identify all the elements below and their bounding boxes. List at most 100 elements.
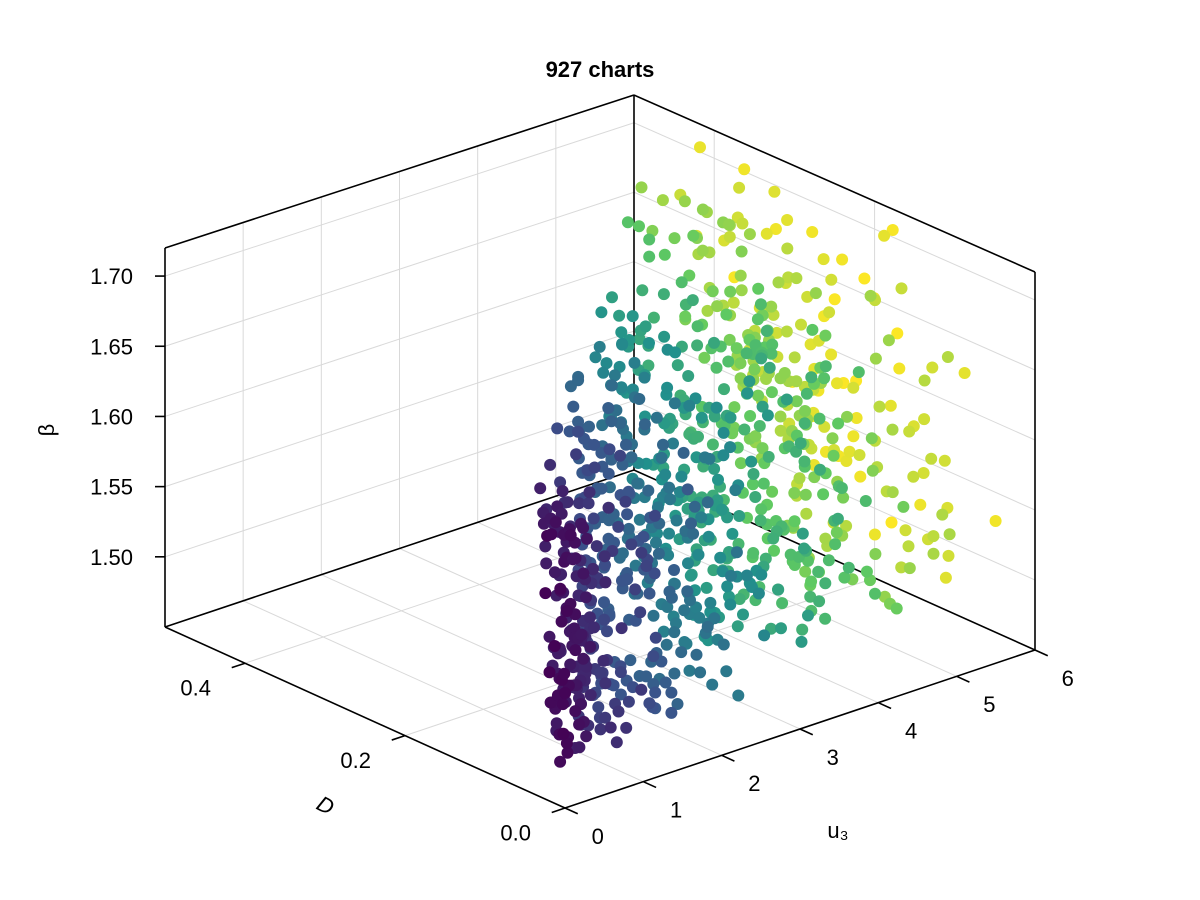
z-tick-label: 1.70	[90, 264, 133, 289]
data-point	[539, 587, 552, 600]
data-point	[671, 698, 684, 710]
data-point	[569, 552, 582, 565]
data-point	[647, 311, 660, 324]
data-point	[850, 412, 863, 424]
data-point	[730, 342, 743, 355]
data-point	[715, 503, 728, 516]
data-point	[873, 400, 886, 413]
data-point	[799, 405, 811, 417]
data-point	[878, 229, 891, 242]
axis-edge-back	[164, 94, 635, 249]
data-point	[637, 530, 650, 543]
data-point	[631, 477, 644, 490]
data-point	[588, 438, 601, 451]
data-point	[793, 472, 806, 485]
data-point	[616, 338, 629, 351]
data-point	[596, 419, 609, 432]
data-point	[587, 512, 600, 525]
data-point	[545, 528, 558, 541]
data-point	[869, 352, 882, 365]
data-point	[813, 412, 826, 425]
data-point	[652, 547, 665, 560]
data-point	[751, 313, 764, 326]
data-point	[548, 640, 561, 652]
data-point	[588, 461, 601, 474]
data-point	[723, 230, 736, 243]
data-point	[560, 605, 573, 617]
data-point	[717, 426, 730, 439]
data-point	[710, 401, 723, 414]
data-point	[768, 185, 781, 198]
data-point	[755, 568, 768, 581]
data-point	[648, 567, 661, 580]
data-point	[819, 577, 832, 590]
data-point	[766, 338, 779, 351]
data-point	[802, 554, 814, 567]
data-point	[683, 664, 696, 677]
data-point	[708, 462, 721, 475]
data-point	[634, 606, 647, 619]
data-point	[918, 374, 931, 387]
data-point	[806, 323, 819, 336]
data-point	[560, 737, 573, 750]
data-point	[733, 593, 746, 605]
data-point	[753, 420, 766, 432]
data-point	[543, 630, 556, 643]
z-tick-label: 1.60	[90, 404, 133, 429]
data-point	[602, 501, 615, 514]
data-point	[665, 686, 678, 699]
data-point	[832, 417, 845, 430]
data-point	[543, 666, 556, 679]
data-point	[694, 141, 706, 154]
data-point	[622, 485, 635, 498]
data-point	[613, 309, 626, 322]
data-point	[679, 310, 692, 323]
data-point	[584, 640, 597, 653]
data-point	[696, 244, 709, 257]
data-point	[885, 516, 898, 529]
data-point	[708, 336, 720, 349]
data-point	[886, 486, 899, 499]
data-point	[661, 381, 674, 394]
data-point	[819, 329, 832, 342]
data-point	[886, 224, 899, 236]
y-tick	[391, 734, 406, 741]
data-point	[806, 226, 819, 238]
data-point	[727, 296, 740, 309]
data-point	[802, 609, 814, 622]
data-point	[813, 595, 826, 608]
data-point	[733, 181, 746, 194]
data-point	[614, 688, 627, 701]
data-point	[830, 526, 843, 539]
data-point	[723, 333, 736, 346]
data-point	[708, 612, 721, 625]
data-point	[683, 399, 696, 412]
data-point	[540, 557, 553, 570]
data-point	[825, 348, 838, 361]
data-point	[869, 587, 881, 600]
data-point	[635, 181, 648, 194]
data-point	[616, 547, 629, 560]
data-point	[938, 454, 951, 467]
data-point	[798, 417, 811, 430]
data-point	[602, 402, 615, 414]
data-point	[859, 495, 872, 507]
data-point	[746, 478, 759, 491]
data-point	[544, 458, 557, 471]
data-point	[577, 652, 590, 665]
data-point	[755, 352, 768, 365]
grid-line-x	[321, 574, 722, 756]
x-tick-label: 1	[670, 797, 682, 822]
data-point	[636, 284, 649, 297]
data-point	[661, 601, 674, 613]
data-point	[668, 667, 681, 680]
data-point	[772, 583, 785, 596]
data-point	[592, 701, 605, 714]
data-point	[684, 569, 697, 582]
data-point	[595, 306, 608, 319]
data-point	[622, 522, 635, 535]
data-point	[809, 287, 822, 300]
data-point	[758, 629, 771, 642]
data-point	[714, 551, 727, 564]
data-point	[599, 576, 612, 589]
